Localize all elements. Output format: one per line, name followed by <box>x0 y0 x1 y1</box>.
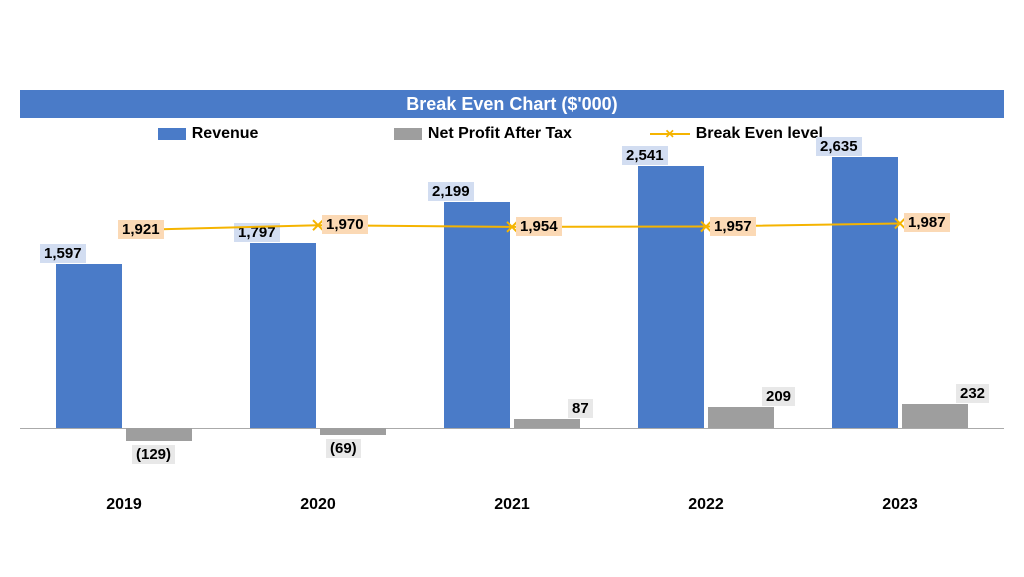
chart-plot-area: 2019 1,597 (129) 2020 1,797 (69) 2021 2,199 87 20… <box>20 150 1004 520</box>
data-label-break-even: 1,987 <box>904 213 950 232</box>
data-label-net-profit: 209 <box>762 387 795 406</box>
bar-revenue <box>832 157 898 428</box>
bar-revenue <box>250 243 316 428</box>
legend-swatch-icon <box>158 128 186 140</box>
x-axis-label: 2022 <box>626 496 786 514</box>
legend-item-net-profit: Net Profit After Tax <box>394 125 572 143</box>
data-label-revenue: 2,199 <box>428 182 474 201</box>
data-label-break-even: 1,954 <box>516 217 562 236</box>
data-label-net-profit: (129) <box>132 445 175 464</box>
bar-revenue <box>444 202 510 429</box>
legend-label: Break Even level <box>696 125 823 143</box>
legend-item-break-even: Break Even level <box>650 125 823 143</box>
bar-revenue <box>638 166 704 428</box>
legend-swatch-icon <box>394 128 422 140</box>
legend-line-icon <box>650 127 690 141</box>
x-axis-label: 2021 <box>432 496 592 514</box>
x-axis-label: 2019 <box>44 496 204 514</box>
bar-net-profit <box>320 428 386 435</box>
chart-title-bar: Break Even Chart ($'000) <box>20 90 1004 118</box>
legend-label: Revenue <box>192 125 259 143</box>
data-label-net-profit: 87 <box>568 399 593 418</box>
data-label-revenue: 1,797 <box>234 223 280 242</box>
bar-net-profit <box>902 404 968 428</box>
bar-revenue <box>56 264 122 429</box>
data-label-revenue: 1,597 <box>40 244 86 263</box>
data-label-net-profit: (69) <box>326 439 361 458</box>
legend-label: Net Profit After Tax <box>428 125 572 143</box>
bar-net-profit <box>708 407 774 429</box>
x-axis-label: 2020 <box>238 496 398 514</box>
bar-net-profit <box>126 428 192 441</box>
chart-title: Break Even Chart ($'000) <box>406 94 617 115</box>
bar-net-profit <box>514 419 580 428</box>
x-axis-label: 2023 <box>820 496 980 514</box>
legend-item-revenue: Revenue <box>158 125 259 143</box>
data-label-revenue: 2,635 <box>816 137 862 156</box>
data-label-net-profit: 232 <box>956 384 989 403</box>
data-label-break-even: 1,970 <box>322 215 368 234</box>
data-label-break-even: 1,921 <box>118 220 164 239</box>
data-label-break-even: 1,957 <box>710 217 756 236</box>
data-label-revenue: 2,541 <box>622 146 668 165</box>
